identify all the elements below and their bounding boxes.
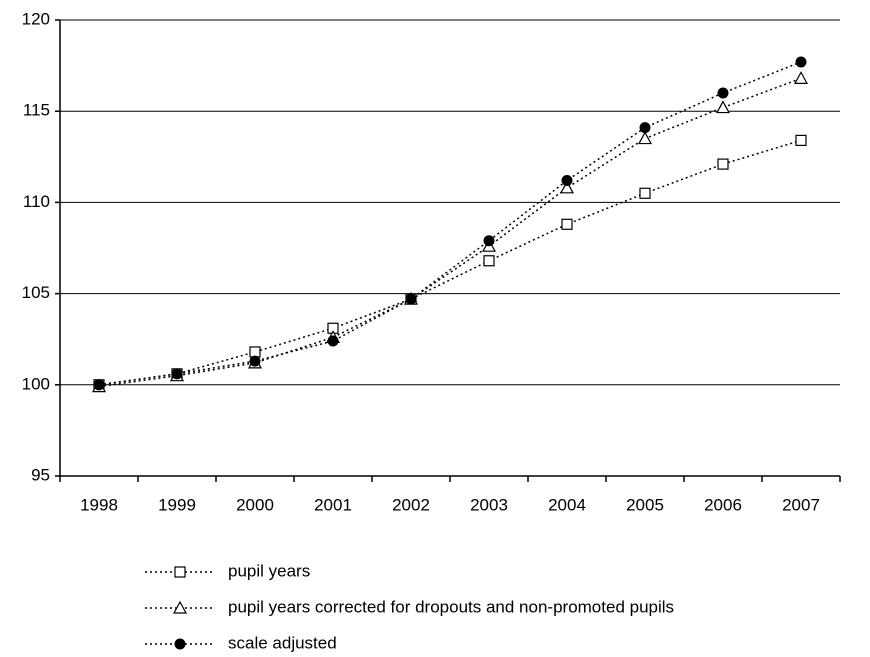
marker-circle: [639, 122, 651, 134]
legend-label: scale adjusted: [228, 633, 337, 652]
marker-square: [639, 187, 651, 199]
series-line: [98, 61, 802, 386]
marker-square: [483, 255, 495, 267]
marker-triangle: [172, 600, 188, 614]
marker-circle: [174, 638, 186, 650]
legend-label: pupil years: [228, 561, 310, 580]
x-tick-label: 2001: [314, 495, 352, 514]
marker-circle: [93, 379, 105, 391]
series-line: [98, 77, 802, 388]
marker-circle: [249, 355, 261, 367]
marker-circle: [171, 368, 183, 380]
y-tick-label: 115: [23, 101, 50, 120]
marker-square: [561, 218, 573, 230]
y-tick-label: 105: [22, 283, 50, 302]
x-tick-label: 2005: [626, 495, 664, 514]
y-tick-label: 100: [22, 374, 50, 393]
marker-square: [249, 346, 261, 358]
x-tick-label: 2004: [548, 495, 586, 514]
series-line: [98, 139, 802, 386]
marker-triangle: [637, 131, 653, 145]
x-tick-label: 2000: [236, 495, 274, 514]
marker-triangle: [793, 71, 809, 84]
x-tick-label: 1999: [158, 495, 196, 514]
x-tick-label: 2007: [782, 495, 820, 514]
marker-circle: [795, 56, 807, 68]
x-tick-label: 1998: [80, 495, 118, 514]
marker-triangle: [559, 180, 575, 194]
legend-label: pupil years corrected for dropouts and n…: [228, 597, 674, 616]
x-tick-label: 2003: [470, 495, 508, 514]
marker-triangle: [715, 100, 731, 114]
marker-circle: [561, 175, 573, 187]
marker-square: [795, 134, 807, 146]
marker-circle: [717, 87, 729, 99]
marker-square: [717, 158, 729, 170]
marker-circle: [327, 335, 339, 347]
x-tick-label: 2006: [704, 495, 742, 514]
y-tick-label: 120: [22, 9, 50, 28]
x-tick-label: 2002: [392, 495, 430, 514]
y-tick-label: 110: [23, 192, 50, 211]
y-tick-label: 95: [31, 465, 50, 484]
marker-square: [174, 566, 186, 578]
marker-circle: [405, 293, 417, 305]
marker-circle: [483, 235, 495, 247]
